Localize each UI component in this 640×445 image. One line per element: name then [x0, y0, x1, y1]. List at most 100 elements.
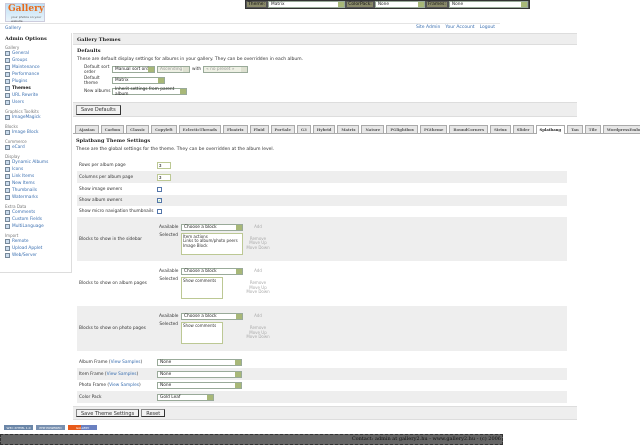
colorpack-select[interactable]: None [374, 1, 426, 8]
w3c-badge[interactable]: W3C XHTML 1.0 [4, 425, 33, 430]
remove-block-button[interactable]: Remove [249, 235, 267, 241]
gallery-logo[interactable]: Gallery your photos on your website [5, 3, 45, 23]
save-theme-settings-button[interactable]: Save Theme Settings [76, 409, 140, 417]
tab-g3[interactable]: G3 [296, 125, 311, 133]
move-up-button[interactable]: Move Up [249, 329, 267, 335]
theme-select[interactable]: Matrix [268, 1, 346, 8]
color-pack-select[interactable]: Gold Leaf [157, 393, 214, 401]
gallery-badge[interactable]: GALLERY [68, 425, 97, 430]
sidebar-item-users[interactable]: Users [5, 99, 66, 106]
image-owners-checkbox[interactable] [157, 186, 162, 192]
selected-blocks-list[interactable]: Item actions Links to album/photo peers Im… [181, 232, 243, 255]
sidebar-item-thumbnails[interactable]: Thumbnails [5, 187, 66, 194]
tab-hybrid[interactable]: Hybrid [312, 125, 336, 133]
move-up-button[interactable]: Move Up [249, 284, 267, 290]
tab-matrix[interactable]: Matrix [337, 125, 360, 133]
item-frame-select[interactable]: None [157, 370, 242, 378]
photo-frame-samples-link[interactable]: View Samples [109, 383, 139, 388]
move-up-button[interactable]: Move Up [249, 240, 267, 245]
tab-roundcorners[interactable]: RoundCorners [449, 125, 489, 133]
album-frame-samples-link[interactable]: View Samples [110, 360, 141, 365]
tab-eclecticthreads[interactable]: EclecticThreads [178, 125, 221, 133]
remove-block-button[interactable]: Remove [249, 325, 267, 330]
reset-button[interactable]: Reset [141, 409, 166, 417]
default-theme-label: Default theme [84, 75, 100, 86]
sort-order-select[interactable]: Manual sort order [112, 66, 155, 73]
tab-tile[interactable]: Tile [584, 125, 601, 133]
available-block-select[interactable]: Choose a block [181, 223, 243, 231]
tab-wordpressembedded[interactable]: WordpressEmbedded [602, 125, 640, 133]
sidebar-item-performance[interactable]: Performance [5, 71, 66, 78]
tab-porsale[interactable]: PorSale [270, 125, 295, 133]
sidebar-item-maintenance[interactable]: Maintenance [5, 64, 66, 71]
php-badge[interactable]: PHP POWERED [36, 425, 65, 430]
color-pack-value: Gold Leaf [160, 394, 181, 400]
move-down-button[interactable]: Move Down [246, 244, 270, 250]
sidebar-item-general[interactable]: General [5, 50, 66, 57]
sidebar-item-image-block[interactable]: Image Block [5, 129, 66, 136]
tab-pgtheme[interactable]: PGtheme [419, 125, 448, 133]
selected-block-item[interactable]: Show comments [183, 278, 217, 283]
selected-blocks-list[interactable]: Show comments [181, 322, 223, 344]
sidebar-item-themes[interactable]: Themes [5, 85, 66, 92]
add-block-button[interactable]: Add [254, 268, 262, 274]
sidebar-item-plugins[interactable]: Plugins [5, 78, 66, 85]
sidebar-item-link-items[interactable]: Link Items [5, 173, 66, 180]
sidebar-item-custom-fields[interactable]: Custom Fields [5, 216, 66, 223]
selected-blocks-list[interactable]: Show comments [181, 277, 223, 299]
frames-select[interactable]: None [448, 1, 528, 8]
selected-block-item[interactable]: Links to album/photo peers [183, 238, 238, 243]
move-down-button[interactable]: Move Down [246, 289, 270, 294]
sidebar-item-icons[interactable]: Icons [5, 166, 66, 173]
sidebar-item-new-items[interactable]: New Items [5, 180, 66, 187]
breadcrumb-gallery[interactable]: Gallery [5, 26, 22, 31]
sidebar-item-groups[interactable]: Groups [5, 57, 66, 64]
available-block-select[interactable]: Choose a block [181, 313, 243, 320]
tab-slider[interactable]: Slider [512, 125, 534, 133]
tab-classic[interactable]: Classic [126, 125, 150, 133]
sidebar-item-imagemagick[interactable]: ImageMagick [5, 114, 66, 121]
columns-per-page-input[interactable] [157, 173, 171, 181]
tab-siriux[interactable]: Siriux [490, 125, 511, 133]
selected-block-item[interactable]: Image Block [183, 242, 208, 248]
tab-floatrix[interactable]: Floatrix [222, 125, 248, 133]
album-frame-select[interactable]: None [157, 359, 242, 366]
sidebar-item-dynamic-albums[interactable]: Dynamic Albums [5, 159, 66, 166]
tab-splatbang[interactable]: Splatbang [535, 125, 566, 134]
sidebar-item-ecard[interactable]: eCard [5, 144, 66, 151]
tab-fluid[interactable]: Fluid [249, 125, 269, 133]
sidebar-group-gallery: Gallery [5, 45, 20, 50]
your-account-link[interactable]: Your Account [445, 25, 475, 30]
move-down-button[interactable]: Move Down [246, 334, 270, 339]
tab-ajaxian[interactable]: Ajaxian [75, 125, 99, 133]
sidebar-item-multilanguage[interactable]: MultiLanguage [5, 223, 66, 230]
album-owners-checkbox[interactable]: ✓ [157, 198, 162, 203]
add-block-button[interactable]: Add [254, 223, 262, 229]
users-icon [5, 100, 10, 105]
available-block-select[interactable]: Choose a block [181, 268, 243, 275]
logout-link[interactable]: Logout [479, 25, 495, 30]
default-theme-select[interactable]: Matrix [112, 77, 165, 84]
tab-nature[interactable]: Nature [361, 125, 385, 133]
new-albums-select[interactable]: Inherit settings from parent album [112, 87, 187, 97]
sidebar-item-web-server[interactable]: Web/Server [5, 252, 66, 259]
tab-copyleft[interactable]: Copyleft [151, 125, 177, 133]
sidebar-item-upload-applet[interactable]: Upload Applet [5, 245, 66, 252]
rows-per-page-input[interactable] [157, 162, 171, 169]
photo-frame-select[interactable]: None [157, 382, 242, 389]
add-block-button[interactable]: Add [254, 313, 262, 319]
selected-block-item[interactable]: Show comments [183, 323, 217, 328]
tab-tan[interactable]: Tan [567, 125, 583, 133]
tab-carbon[interactable]: Carbon [100, 125, 125, 133]
item-frame-samples-link[interactable]: View Samples [106, 371, 137, 377]
selected-block-item[interactable]: Item actions [183, 233, 208, 239]
sidebar-item-comments[interactable]: Comments [5, 209, 66, 216]
sidebar-item-url-rewrite[interactable]: URL Rewrite [5, 92, 66, 99]
save-defaults-button[interactable]: Save Defaults [76, 105, 121, 115]
sidebar-item-watermarks[interactable]: Watermarks [5, 194, 66, 201]
site-admin-link[interactable]: Site Admin [415, 25, 441, 30]
sidebar-item-remote[interactable]: Remote [5, 238, 66, 245]
remove-block-button[interactable]: Remove [249, 280, 267, 285]
tab-pglightbox[interactable]: PGlightbox [386, 125, 418, 133]
micro-nav-checkbox[interactable] [157, 209, 162, 214]
